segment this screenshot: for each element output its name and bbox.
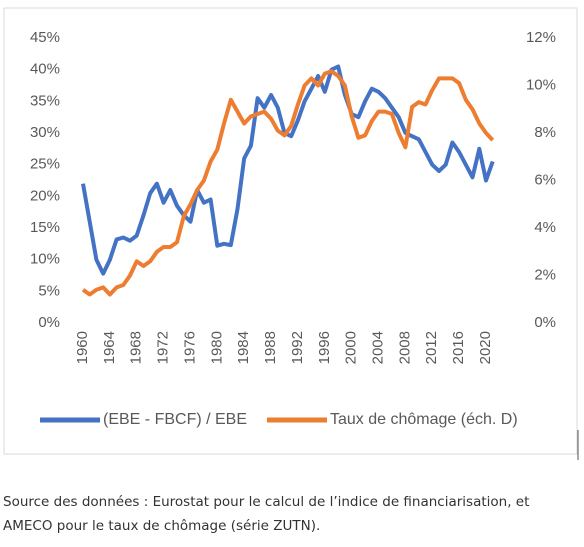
- chart-frame: [3, 7, 578, 455]
- x-tick-label: 1988: [262, 331, 279, 364]
- y-tick-label: 10%: [30, 251, 60, 268]
- x-tick-label: 1964: [101, 331, 118, 364]
- x-tick-label: 2016: [450, 331, 467, 364]
- x-tick-label: 2000: [343, 331, 360, 364]
- y-tick-label: 35%: [30, 92, 60, 109]
- y-tick-label: 45%: [30, 29, 60, 46]
- y-tick-label: 25%: [30, 156, 60, 173]
- chart: 0% 5% 10% 15% 20% 25% 30% 35% 40% 45% 0% 2% 4% 6% 8% 10…: [3, 7, 579, 460]
- y-tick-label: 5%: [38, 282, 60, 299]
- y2-tick-label: 8%: [534, 124, 556, 141]
- y2-tick-label: 4%: [534, 219, 556, 236]
- x-tick-label: 2020: [477, 331, 494, 364]
- y-tick-label: 15%: [30, 219, 60, 236]
- legend-label: (EBE - FBCF) / EBE: [103, 411, 247, 428]
- series-line: [81, 64, 495, 276]
- y2-tick-label: 10%: [526, 76, 556, 93]
- y-tick-label: 20%: [30, 187, 60, 204]
- x-tick-label: 1992: [289, 331, 306, 364]
- y2-tick-label: 0%: [534, 314, 556, 331]
- x-tick-label: 1960: [74, 331, 91, 364]
- x-tick-label: 1996: [316, 331, 333, 364]
- x-tick-label: 1968: [128, 331, 145, 364]
- x-tick-label: 1984: [235, 331, 252, 364]
- source-line: AMECO pour le taux de chômage (série ZUT…: [3, 518, 321, 534]
- y-tick-label: 0%: [38, 314, 60, 331]
- y2-tick-label: 6%: [534, 171, 556, 188]
- x-tick-label: 2008: [396, 331, 413, 364]
- x-tick-label: 1972: [155, 331, 172, 364]
- x-tick-label: 1976: [181, 331, 198, 364]
- legend-label: Taux de chômage (éch. D): [330, 411, 518, 428]
- source-line: Source des données : Eurostat pour le ca…: [3, 494, 530, 510]
- x-tick-label: 2004: [369, 331, 386, 364]
- x-tick-label: 2012: [423, 331, 440, 364]
- x-tick-label: 1980: [208, 331, 225, 364]
- y2-tick-label: 12%: [526, 29, 556, 46]
- y-tick-label: 30%: [30, 124, 60, 141]
- series-line: [81, 69, 495, 297]
- y2-tick-label: 2%: [534, 266, 556, 283]
- y-tick-label: 40%: [30, 61, 60, 78]
